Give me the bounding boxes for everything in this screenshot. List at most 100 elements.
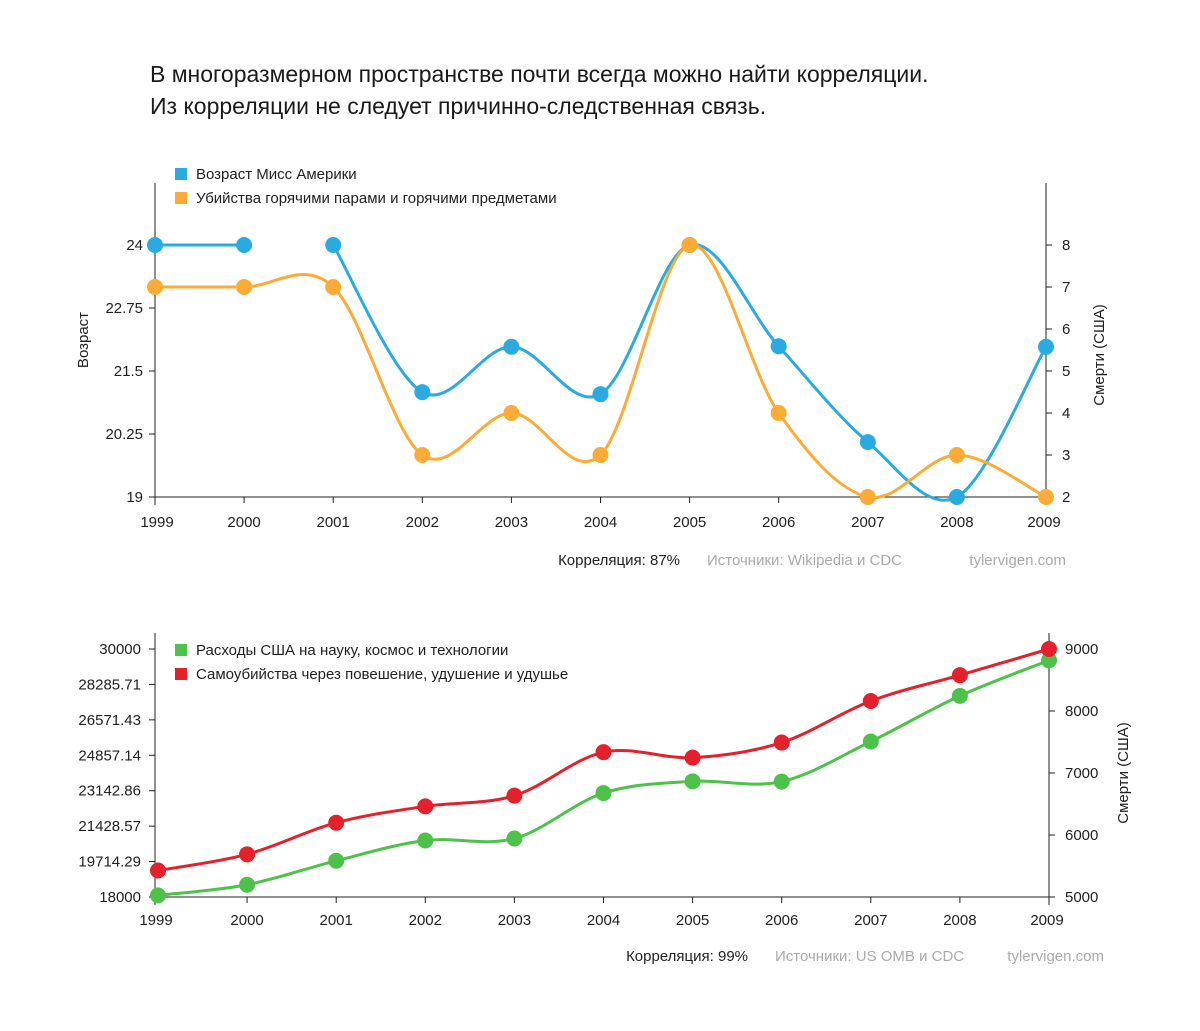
chart2: 18000 19714.29 21428.57 23142.86 24857.14 265… (78, 633, 1132, 965)
x-tick-label: 2003 (498, 912, 531, 929)
right-tick-label: 2 (1062, 489, 1070, 506)
right-axis-title: Смерти (США) (1091, 304, 1108, 406)
data-point (862, 733, 879, 750)
data-point (236, 279, 253, 295)
right-tick-label: 6000 (1065, 827, 1098, 844)
x-tick-label: 1999 (140, 514, 173, 531)
data-point (592, 447, 609, 463)
x-tick-label: 2005 (673, 514, 706, 531)
data-point (859, 434, 876, 451)
x-tick-label: 2003 (495, 514, 528, 531)
data-point (948, 447, 965, 463)
data-point (147, 279, 163, 295)
data-point (414, 384, 431, 401)
right-tick-label: 8000 (1065, 703, 1098, 720)
data-point (773, 734, 790, 751)
data-point (236, 237, 253, 253)
data-point (239, 876, 256, 893)
left-tick-label: 18000 (99, 889, 141, 906)
left-axis-title: Возраст (75, 312, 92, 368)
data-point (328, 852, 345, 869)
x-tick-label: 2001 (317, 514, 350, 531)
x-tick-label: 2007 (854, 912, 887, 929)
data-point (770, 405, 787, 421)
left-tick-label: 24 (126, 237, 143, 254)
left-tick-label: 20.25 (105, 426, 143, 443)
x-tick-label: 2004 (584, 514, 617, 531)
data-point (595, 744, 612, 761)
right-tick-label: 5 (1062, 363, 1070, 380)
x-tick-label: 2001 (320, 912, 353, 929)
x-tick-label: 2008 (943, 912, 976, 929)
data-point (503, 338, 520, 355)
legend-label: Возраст Мисс Америки (196, 166, 357, 183)
x-tick-label: 2000 (227, 514, 260, 531)
site-label[interactable]: tylervigen.com (969, 552, 1066, 569)
sources-label: Источники: US OMB и CDC (775, 948, 964, 965)
x-tick-label: 2002 (409, 912, 442, 929)
legend-swatch (175, 668, 187, 680)
legend-swatch (175, 644, 187, 656)
data-point (506, 830, 523, 847)
left-tick-label: 21.5 (114, 363, 143, 380)
data-point (859, 489, 876, 505)
legend-swatch (175, 192, 187, 204)
data-point (1041, 652, 1057, 669)
legend-label: Самоубийства через повешение, удушение и… (196, 666, 568, 683)
data-point (951, 687, 968, 704)
x-tick-label: 2005 (676, 912, 709, 929)
data-point (681, 237, 698, 253)
data-point (595, 785, 612, 802)
x-tick-label: 2006 (762, 514, 795, 531)
left-tick-label: 24857.14 (78, 747, 141, 764)
x-tick-label: 2000 (230, 912, 263, 929)
data-point (684, 749, 701, 766)
series-line (331, 243, 1048, 502)
chart1: 19 20.25 21.5 22.75 24 2 3 4 5 6 7 8 1999 2000 2001 200… (75, 166, 1108, 569)
site-label[interactable]: tylervigen.com (1007, 948, 1104, 965)
legend-label: Расходы США на науку, космос и технологи… (196, 642, 508, 659)
data-point (592, 386, 609, 403)
data-point (325, 237, 342, 253)
left-tick-label: 23142.86 (78, 783, 141, 800)
data-point (503, 405, 520, 421)
headline-line-1: В многоразмерном пространстве почти всег… (150, 61, 929, 87)
legend-label: Убийства горячими парами и горячими пред… (196, 190, 557, 207)
left-tick-label: 19 (126, 489, 143, 506)
data-point (328, 814, 345, 831)
correlation-label: Корреляция: 87% (558, 552, 680, 569)
data-point (948, 489, 965, 505)
right-tick-label: 8 (1062, 237, 1070, 254)
data-point (1038, 338, 1054, 355)
data-point (417, 832, 434, 849)
data-point (325, 279, 342, 295)
headline-line-2: Из корреляции не следует причинно-следст… (150, 93, 767, 119)
correlation-label: Корреляция: 99% (626, 948, 748, 965)
data-point (239, 846, 256, 863)
left-tick-label: 26571.43 (78, 712, 141, 729)
x-tick-label: 2006 (765, 912, 798, 929)
x-tick-label: 2002 (406, 514, 439, 531)
left-tick-label: 21428.57 (78, 818, 141, 835)
right-tick-label: 5000 (1065, 889, 1098, 906)
right-axis-title: Смерти (США) (1115, 722, 1132, 824)
data-point (684, 773, 701, 790)
data-point (414, 447, 431, 463)
left-tick-label: 28285.71 (78, 676, 141, 693)
data-point (506, 787, 523, 804)
left-tick-label: 30000 (99, 641, 141, 658)
headline: В многоразмерном пространстве почти всег… (150, 58, 1150, 122)
right-tick-label: 4 (1062, 405, 1070, 422)
data-point (150, 887, 166, 904)
right-tick-label: 7000 (1065, 765, 1098, 782)
x-tick-label: 2004 (587, 912, 620, 929)
x-tick-label: 1999 (139, 912, 172, 929)
x-tick-label: 2008 (940, 514, 973, 531)
legend-swatch (175, 168, 187, 180)
data-point (1041, 641, 1057, 657)
right-tick-label: 9000 (1065, 641, 1098, 658)
x-tick-label: 2009 (1030, 912, 1063, 929)
left-tick-label: 19714.29 (78, 854, 141, 871)
data-point (770, 338, 787, 355)
